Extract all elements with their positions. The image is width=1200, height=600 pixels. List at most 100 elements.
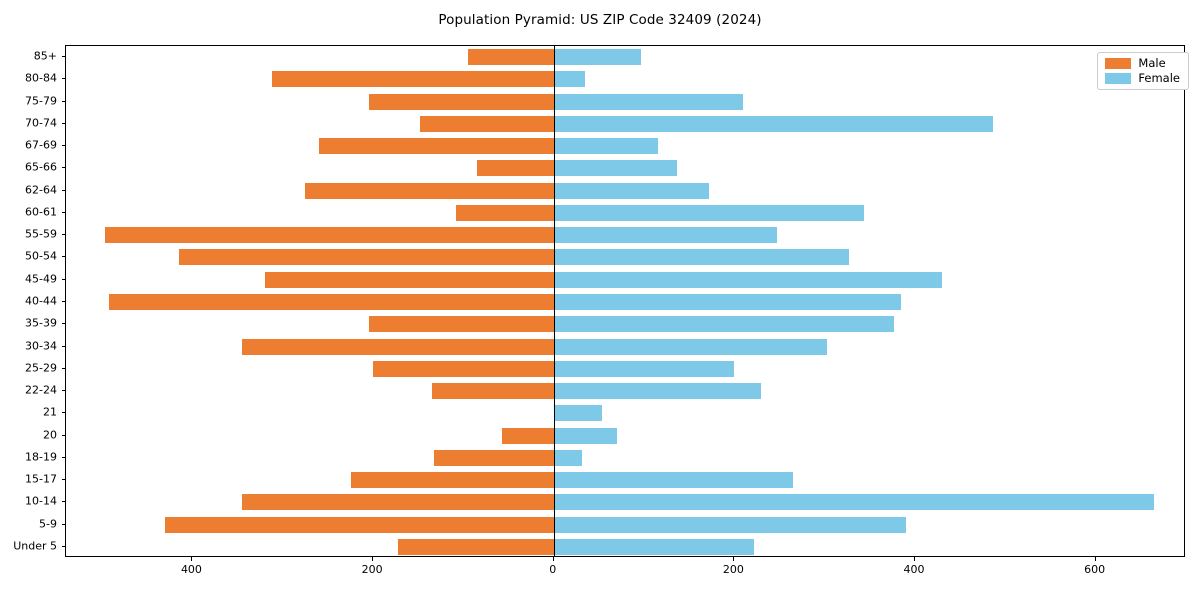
bar-male <box>271 71 554 88</box>
y-tick-mark <box>61 479 65 481</box>
bar-male <box>502 427 554 444</box>
bar-male <box>398 538 554 555</box>
y-tick-mark <box>61 100 65 102</box>
bar-female <box>553 93 744 110</box>
y-tick-label: 5-9 <box>39 517 57 531</box>
y-tick-mark <box>61 545 65 547</box>
bar-female <box>553 494 1155 511</box>
y-tick-mark <box>61 234 65 236</box>
legend-entry-female[interactable]: Female <box>1105 70 1180 85</box>
bar-row <box>66 182 1184 199</box>
x-tick-label: 400 <box>180 563 202 576</box>
x-tick-label: 600 <box>1084 563 1106 576</box>
bar-row <box>66 472 1184 489</box>
y-tick-label: 50-54 <box>25 249 57 263</box>
y-tick-label: 20 <box>43 428 57 442</box>
bar-male <box>368 93 554 110</box>
bar-female <box>553 293 902 310</box>
bar-female <box>553 316 895 333</box>
legend-swatch-icon <box>1105 58 1132 70</box>
legend-label: Male <box>1138 56 1166 70</box>
y-tick-mark <box>61 501 65 503</box>
bar-row <box>66 427 1184 444</box>
bar-male <box>305 182 554 199</box>
bar-male <box>373 360 554 377</box>
bar-row <box>66 516 1184 533</box>
bar-female <box>553 360 735 377</box>
x-tick-label: 200 <box>722 563 744 576</box>
bar-female <box>553 49 642 66</box>
bar-row <box>66 449 1184 466</box>
bar-male <box>178 249 554 266</box>
y-tick-label: 62-64 <box>25 183 57 197</box>
y-tick-label: 67-69 <box>25 138 57 152</box>
y-tick-mark <box>61 323 65 325</box>
y-tick-mark <box>61 345 65 347</box>
bar-male <box>165 516 554 533</box>
bar-female <box>553 449 582 466</box>
x-tick-mark <box>733 557 735 561</box>
y-tick-label: 65-66 <box>25 160 57 174</box>
y-tick-mark <box>61 456 65 458</box>
bar-row <box>66 115 1184 132</box>
bar-row <box>66 494 1184 511</box>
y-tick-label: 60-61 <box>25 205 57 219</box>
y-tick-label: 21 <box>43 405 57 419</box>
y-tick-mark <box>61 390 65 392</box>
chart-legend: Male Female <box>1097 52 1189 90</box>
y-tick-label: Under 5 <box>13 539 57 553</box>
bar-row <box>66 538 1184 555</box>
x-tick-mark <box>552 557 554 561</box>
bar-row <box>66 249 1184 266</box>
bar-female <box>553 115 993 132</box>
x-tick-mark <box>191 557 193 561</box>
bar-male <box>433 449 554 466</box>
bar-female <box>553 227 777 244</box>
y-tick-label: 30-34 <box>25 339 57 353</box>
bar-row <box>66 383 1184 400</box>
y-tick-label: 35-39 <box>25 316 57 330</box>
y-tick-mark <box>61 412 65 414</box>
y-tick-label: 45-49 <box>25 272 57 286</box>
y-tick-mark <box>61 145 65 147</box>
y-tick-mark <box>61 56 65 58</box>
y-tick-mark <box>61 523 65 525</box>
bar-male <box>467 49 554 66</box>
y-tick-mark <box>61 278 65 280</box>
y-tick-mark <box>61 189 65 191</box>
bar-row <box>66 316 1184 333</box>
plot-area <box>65 45 1185 557</box>
bar-row <box>66 138 1184 155</box>
bar-male <box>242 494 554 511</box>
bar-row <box>66 71 1184 88</box>
bar-female <box>553 472 794 489</box>
y-tick-label: 25-29 <box>25 361 57 375</box>
bar-female <box>553 405 602 422</box>
bar-male <box>242 338 554 355</box>
bar-female <box>553 538 755 555</box>
bar-row <box>66 360 1184 377</box>
bar-row <box>66 49 1184 66</box>
y-tick-label: 18-19 <box>25 450 57 464</box>
y-tick-label: 85+ <box>33 49 57 63</box>
y-tick-mark <box>61 167 65 169</box>
x-tick-mark <box>1094 557 1096 561</box>
chart-title: Population Pyramid: US ZIP Code 32409 (2… <box>438 12 762 28</box>
y-tick-label: 55-59 <box>25 227 57 241</box>
legend-swatch-icon <box>1105 72 1132 84</box>
y-tick-label: 80-84 <box>25 71 57 85</box>
y-tick-mark <box>61 256 65 258</box>
bar-row <box>66 293 1184 310</box>
y-tick-label: 70-74 <box>25 116 57 130</box>
bars-layer <box>66 46 1184 556</box>
bar-female <box>553 516 906 533</box>
bar-male <box>264 271 554 288</box>
bar-female <box>553 138 658 155</box>
legend-entry-male[interactable]: Male <box>1105 56 1180 70</box>
y-tick-mark <box>61 211 65 213</box>
bar-female <box>553 338 828 355</box>
x-tick-label: 400 <box>903 563 925 576</box>
bar-male <box>431 383 554 400</box>
legend-label: Female <box>1138 70 1180 85</box>
